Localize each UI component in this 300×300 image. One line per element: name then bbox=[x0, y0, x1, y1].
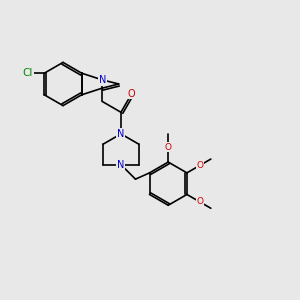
Text: Cl: Cl bbox=[22, 68, 33, 78]
Text: O: O bbox=[196, 161, 203, 170]
Text: O: O bbox=[165, 142, 172, 152]
Text: O: O bbox=[196, 197, 203, 206]
Text: O: O bbox=[128, 88, 136, 99]
Text: N: N bbox=[117, 129, 124, 139]
Text: N: N bbox=[117, 160, 124, 170]
Text: N: N bbox=[99, 75, 106, 85]
